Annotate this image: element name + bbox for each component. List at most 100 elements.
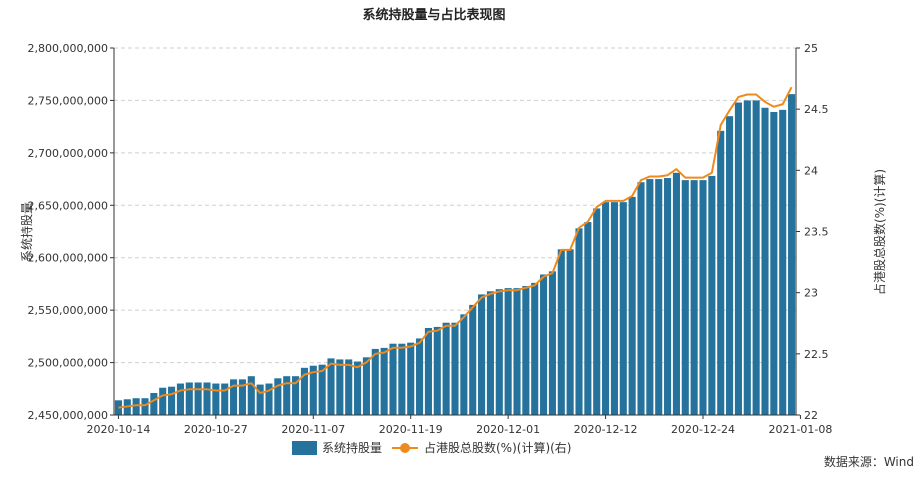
x-tick-label: 2020-11-07 [281,423,345,436]
bar [469,304,477,415]
left-tick-label: 2,650,000,000 [28,199,108,212]
bar [522,286,530,415]
bar [655,179,663,415]
bar [238,379,246,415]
bar [292,376,300,415]
left-tick-label: 2,700,000,000 [28,147,108,160]
bar [575,228,583,415]
x-tick-label: 2020-10-27 [184,423,248,436]
left-axis-ticks: 2,450,000,000 2,500,000,000 2,550,000,000 2… [28,42,114,422]
bar [212,383,220,415]
left-tick-label: 2,500,000,000 [28,357,108,370]
bar [354,361,362,415]
bar [637,182,645,415]
bar [150,392,158,415]
legend-line-label: 占港股总股数(%)(计算)(右) [424,440,572,455]
right-tick-label: 23 [804,287,818,300]
x-tick-label: 2020-12-01 [476,423,540,436]
bar [327,358,335,415]
bar [424,327,432,415]
bar [168,386,176,415]
bar [734,102,742,415]
legend-bar-swatch [292,441,317,455]
bar [486,291,494,415]
right-tick-label: 24.5 [804,103,829,116]
bar [743,100,751,416]
right-tick-label: 22 [804,409,818,422]
bar [557,249,565,415]
bar [416,338,424,415]
bar [389,343,397,415]
bar [433,326,441,415]
bar [628,196,636,415]
bar [495,289,503,415]
right-tick-label: 25 [804,42,818,55]
bar [318,364,326,415]
left-axis-label: 系统持股量 [19,202,34,262]
bar [398,343,406,415]
x-tick-label: 2020-11-19 [379,423,443,436]
bar [752,100,760,416]
x-axis-ticks: 2020-10-14 2020-10-27 2020-11-07 2020-11-19… [86,415,832,436]
line-series [118,86,793,409]
bar [300,367,308,415]
bar [460,314,468,415]
bar [442,322,450,415]
bar [230,379,238,415]
bar [540,274,548,415]
bar [336,359,344,415]
x-tick-label: 2020-12-24 [671,423,735,436]
legend-bar-label: 系统持股量 [322,440,382,455]
percent-line [118,86,793,409]
bar [274,378,282,415]
bar [699,180,707,415]
bar [513,288,521,415]
bar [345,359,353,415]
x-tick-label: 2020-10-14 [86,423,150,436]
left-tick-label: 2,450,000,000 [28,409,108,422]
bar [708,175,716,415]
bar [788,94,796,415]
bar [548,271,556,415]
bar [141,398,149,415]
bar [664,178,672,415]
right-tick-label: 22.5 [804,348,829,361]
bar [602,202,610,415]
bar [194,382,202,415]
bar [726,116,734,415]
bar [203,382,211,415]
left-tick-label: 2,800,000,000 [28,42,108,55]
bar [176,383,184,415]
bar [407,342,415,415]
bar [761,107,769,416]
bar [593,208,601,415]
left-tick-label: 2,600,000,000 [28,252,108,265]
bar [504,288,512,415]
bar [690,180,698,415]
chart-title: 系统持股量与占比表现图 [362,7,505,23]
right-axis-ticks: 22 22.5 23 23.5 24 24.5 25 [796,42,829,422]
bar [309,365,317,415]
bar [566,249,574,415]
right-axis-label: 占港股总股数(%)(计算) [872,169,887,295]
bar [531,282,539,415]
bar [478,294,486,415]
right-tick-label: 23.5 [804,226,829,239]
bar [646,179,654,415]
bar [380,347,388,415]
bar [584,222,592,415]
bar [159,387,167,415]
bar [265,383,273,415]
source-note: 数据来源：Wind [824,454,914,469]
left-tick-label: 2,750,000,000 [28,94,108,107]
bar [132,398,140,415]
bar [610,202,618,415]
x-tick-label: 2021-01-08 [768,423,832,436]
bar [779,109,787,416]
x-tick-label: 2020-12-12 [574,423,638,436]
bar [256,384,264,415]
bar [283,376,291,415]
bar [362,357,370,415]
